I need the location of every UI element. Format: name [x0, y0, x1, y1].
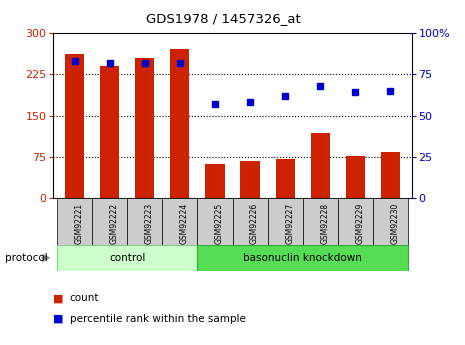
- Bar: [100, 66, 120, 198]
- Bar: [198, 198, 232, 245]
- Bar: [373, 198, 408, 245]
- Bar: [65, 54, 84, 198]
- Text: GSM92221: GSM92221: [74, 203, 84, 244]
- Bar: [267, 198, 303, 245]
- Bar: [205, 164, 225, 198]
- Text: count: count: [70, 294, 99, 303]
- Text: GSM92222: GSM92222: [110, 203, 119, 244]
- Text: GSM92228: GSM92228: [320, 203, 329, 244]
- Bar: [198, 245, 408, 271]
- Text: GDS1978 / 1457326_at: GDS1978 / 1457326_at: [146, 12, 300, 25]
- Bar: [338, 198, 373, 245]
- Bar: [232, 198, 267, 245]
- Bar: [57, 245, 198, 271]
- Bar: [170, 49, 190, 198]
- Bar: [381, 152, 400, 198]
- Text: GSM92224: GSM92224: [180, 203, 189, 244]
- Bar: [303, 198, 338, 245]
- Text: protocol: protocol: [5, 253, 47, 263]
- Text: GSM92225: GSM92225: [215, 203, 224, 244]
- Bar: [345, 156, 365, 198]
- Bar: [311, 133, 330, 198]
- Text: ■: ■: [53, 314, 64, 324]
- Text: basonuclin knockdown: basonuclin knockdown: [243, 253, 362, 263]
- Text: GSM92226: GSM92226: [250, 203, 259, 244]
- Bar: [275, 159, 295, 198]
- Text: control: control: [109, 253, 146, 263]
- Bar: [127, 198, 162, 245]
- Bar: [162, 198, 198, 245]
- Text: ■: ■: [53, 294, 64, 303]
- Text: GSM92230: GSM92230: [391, 203, 399, 244]
- Text: percentile rank within the sample: percentile rank within the sample: [70, 314, 246, 324]
- Bar: [135, 58, 154, 198]
- Bar: [92, 198, 127, 245]
- Bar: [240, 161, 260, 198]
- Text: GSM92227: GSM92227: [285, 203, 294, 244]
- Text: GSM92223: GSM92223: [145, 203, 154, 244]
- Bar: [57, 198, 92, 245]
- Text: GSM92229: GSM92229: [355, 203, 365, 244]
